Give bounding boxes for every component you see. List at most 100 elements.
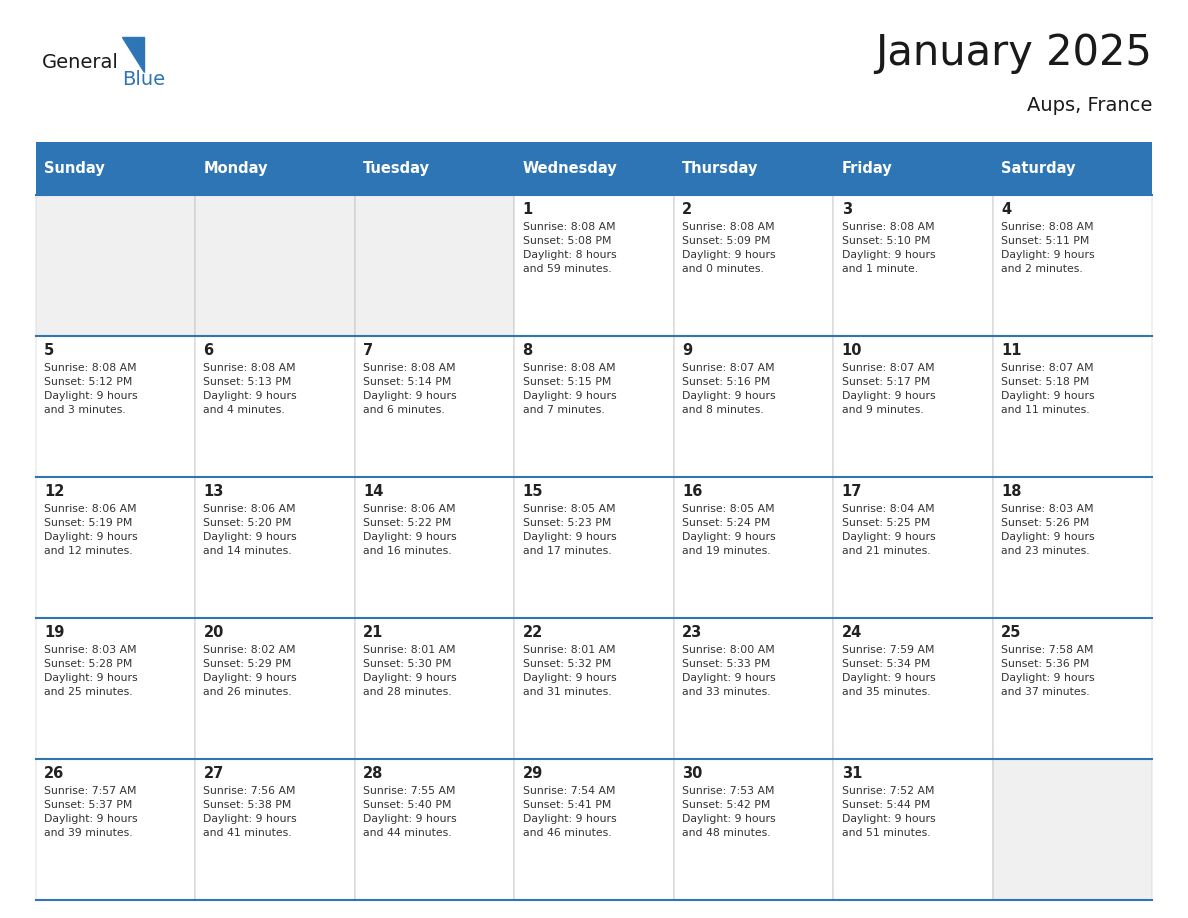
Text: 24: 24 [841,625,861,640]
Text: Sunrise: 8:08 AM
Sunset: 5:09 PM
Daylight: 9 hours
and 0 minutes.: Sunrise: 8:08 AM Sunset: 5:09 PM Dayligh… [682,222,776,274]
Text: Sunrise: 8:07 AM
Sunset: 5:18 PM
Daylight: 9 hours
and 11 minutes.: Sunrise: 8:07 AM Sunset: 5:18 PM Dayligh… [1001,364,1095,415]
Text: Sunrise: 8:08 AM
Sunset: 5:13 PM
Daylight: 9 hours
and 4 minutes.: Sunrise: 8:08 AM Sunset: 5:13 PM Dayligh… [203,364,297,415]
Bar [514,142,674,195]
Text: 9: 9 [682,343,693,358]
Bar [355,758,514,900]
Text: 19: 19 [44,625,64,640]
Text: 6: 6 [203,343,214,358]
Bar [993,618,1152,758]
Text: Sunrise: 8:07 AM
Sunset: 5:16 PM
Daylight: 9 hours
and 8 minutes.: Sunrise: 8:07 AM Sunset: 5:16 PM Dayligh… [682,364,776,415]
Text: 5: 5 [44,343,55,358]
Bar [674,618,833,758]
Bar [514,476,674,618]
Text: 3: 3 [841,202,852,217]
Bar [674,195,833,336]
Text: Wednesday: Wednesday [523,161,618,176]
Text: Sunrise: 8:01 AM
Sunset: 5:30 PM
Daylight: 9 hours
and 28 minutes.: Sunrise: 8:01 AM Sunset: 5:30 PM Dayligh… [364,645,456,697]
Text: 11: 11 [1001,343,1022,358]
Text: 17: 17 [841,484,862,499]
Bar [833,195,993,336]
Bar [674,142,833,195]
Text: 1: 1 [523,202,532,217]
Text: Sunrise: 8:08 AM
Sunset: 5:15 PM
Daylight: 9 hours
and 7 minutes.: Sunrise: 8:08 AM Sunset: 5:15 PM Dayligh… [523,364,617,415]
Bar [993,195,1152,336]
Text: Sunrise: 7:56 AM
Sunset: 5:38 PM
Daylight: 9 hours
and 41 minutes.: Sunrise: 7:56 AM Sunset: 5:38 PM Dayligh… [203,786,297,838]
Text: Tuesday: Tuesday [364,161,430,176]
Text: 28: 28 [364,766,384,781]
Bar [195,476,355,618]
Text: 7: 7 [364,343,373,358]
Text: Sunrise: 8:08 AM
Sunset: 5:11 PM
Daylight: 9 hours
and 2 minutes.: Sunrise: 8:08 AM Sunset: 5:11 PM Dayligh… [1001,222,1095,274]
Text: 18: 18 [1001,484,1022,499]
Bar [993,758,1152,900]
Text: Sunrise: 8:00 AM
Sunset: 5:33 PM
Daylight: 9 hours
and 33 minutes.: Sunrise: 8:00 AM Sunset: 5:33 PM Dayligh… [682,645,776,697]
Bar [355,142,514,195]
Bar [355,476,514,618]
Text: Sunrise: 8:08 AM
Sunset: 5:14 PM
Daylight: 9 hours
and 6 minutes.: Sunrise: 8:08 AM Sunset: 5:14 PM Dayligh… [364,364,456,415]
Text: Sunrise: 7:57 AM
Sunset: 5:37 PM
Daylight: 9 hours
and 39 minutes.: Sunrise: 7:57 AM Sunset: 5:37 PM Dayligh… [44,786,138,838]
Bar [993,476,1152,618]
Bar [36,618,195,758]
Bar [36,758,195,900]
Text: Sunrise: 8:05 AM
Sunset: 5:23 PM
Daylight: 9 hours
and 17 minutes.: Sunrise: 8:05 AM Sunset: 5:23 PM Dayligh… [523,504,617,556]
Text: Sunrise: 8:01 AM
Sunset: 5:32 PM
Daylight: 9 hours
and 31 minutes.: Sunrise: 8:01 AM Sunset: 5:32 PM Dayligh… [523,645,617,697]
Text: Monday: Monday [203,161,268,176]
Text: Sunrise: 8:06 AM
Sunset: 5:22 PM
Daylight: 9 hours
and 16 minutes.: Sunrise: 8:06 AM Sunset: 5:22 PM Dayligh… [364,504,456,556]
Bar [993,142,1152,195]
Text: Sunday: Sunday [44,161,105,176]
Text: 25: 25 [1001,625,1022,640]
Bar [833,476,993,618]
Text: Saturday: Saturday [1001,161,1075,176]
Bar [674,476,833,618]
Bar [195,142,355,195]
Text: Sunrise: 8:08 AM
Sunset: 5:12 PM
Daylight: 9 hours
and 3 minutes.: Sunrise: 8:08 AM Sunset: 5:12 PM Dayligh… [44,364,138,415]
Text: Sunrise: 8:06 AM
Sunset: 5:20 PM
Daylight: 9 hours
and 14 minutes.: Sunrise: 8:06 AM Sunset: 5:20 PM Dayligh… [203,504,297,556]
Text: 14: 14 [364,484,384,499]
Polygon shape [122,37,144,72]
Text: 13: 13 [203,484,223,499]
Text: 2: 2 [682,202,693,217]
Text: General: General [42,52,119,72]
Text: Sunrise: 7:53 AM
Sunset: 5:42 PM
Daylight: 9 hours
and 48 minutes.: Sunrise: 7:53 AM Sunset: 5:42 PM Dayligh… [682,786,776,838]
Bar [833,336,993,476]
Bar [514,195,674,336]
Text: 26: 26 [44,766,64,781]
Text: Sunrise: 8:05 AM
Sunset: 5:24 PM
Daylight: 9 hours
and 19 minutes.: Sunrise: 8:05 AM Sunset: 5:24 PM Dayligh… [682,504,776,556]
Text: 21: 21 [364,625,384,640]
Text: Sunrise: 8:06 AM
Sunset: 5:19 PM
Daylight: 9 hours
and 12 minutes.: Sunrise: 8:06 AM Sunset: 5:19 PM Dayligh… [44,504,138,556]
Bar [674,336,833,476]
Bar [195,195,355,336]
Text: Sunrise: 8:04 AM
Sunset: 5:25 PM
Daylight: 9 hours
and 21 minutes.: Sunrise: 8:04 AM Sunset: 5:25 PM Dayligh… [841,504,935,556]
Text: 30: 30 [682,766,702,781]
Bar [195,758,355,900]
Text: Sunrise: 7:59 AM
Sunset: 5:34 PM
Daylight: 9 hours
and 35 minutes.: Sunrise: 7:59 AM Sunset: 5:34 PM Dayligh… [841,645,935,697]
Bar [355,336,514,476]
Text: Sunrise: 8:03 AM
Sunset: 5:28 PM
Daylight: 9 hours
and 25 minutes.: Sunrise: 8:03 AM Sunset: 5:28 PM Dayligh… [44,645,138,697]
Text: Sunrise: 8:07 AM
Sunset: 5:17 PM
Daylight: 9 hours
and 9 minutes.: Sunrise: 8:07 AM Sunset: 5:17 PM Dayligh… [841,364,935,415]
Text: Sunrise: 7:54 AM
Sunset: 5:41 PM
Daylight: 9 hours
and 46 minutes.: Sunrise: 7:54 AM Sunset: 5:41 PM Dayligh… [523,786,617,838]
Text: January 2025: January 2025 [876,32,1152,74]
Text: 23: 23 [682,625,702,640]
Text: Sunrise: 7:52 AM
Sunset: 5:44 PM
Daylight: 9 hours
and 51 minutes.: Sunrise: 7:52 AM Sunset: 5:44 PM Dayligh… [841,786,935,838]
Bar [833,142,993,195]
Bar [514,336,674,476]
Bar [833,618,993,758]
Text: Sunrise: 8:02 AM
Sunset: 5:29 PM
Daylight: 9 hours
and 26 minutes.: Sunrise: 8:02 AM Sunset: 5:29 PM Dayligh… [203,645,297,697]
Text: 12: 12 [44,484,64,499]
Text: 8: 8 [523,343,532,358]
Bar [993,336,1152,476]
Text: Thursday: Thursday [682,161,758,176]
Bar [195,618,355,758]
Bar [195,336,355,476]
Text: Sunrise: 8:08 AM
Sunset: 5:08 PM
Daylight: 8 hours
and 59 minutes.: Sunrise: 8:08 AM Sunset: 5:08 PM Dayligh… [523,222,617,274]
Bar [514,758,674,900]
Bar [514,618,674,758]
Text: Sunrise: 8:08 AM
Sunset: 5:10 PM
Daylight: 9 hours
and 1 minute.: Sunrise: 8:08 AM Sunset: 5:10 PM Dayligh… [841,222,935,274]
Text: 20: 20 [203,625,223,640]
Bar [36,195,195,336]
Text: 4: 4 [1001,202,1011,217]
Text: Friday: Friday [841,161,892,176]
Text: Aups, France: Aups, France [1026,96,1152,116]
Bar [36,336,195,476]
Text: Sunrise: 7:55 AM
Sunset: 5:40 PM
Daylight: 9 hours
and 44 minutes.: Sunrise: 7:55 AM Sunset: 5:40 PM Dayligh… [364,786,456,838]
